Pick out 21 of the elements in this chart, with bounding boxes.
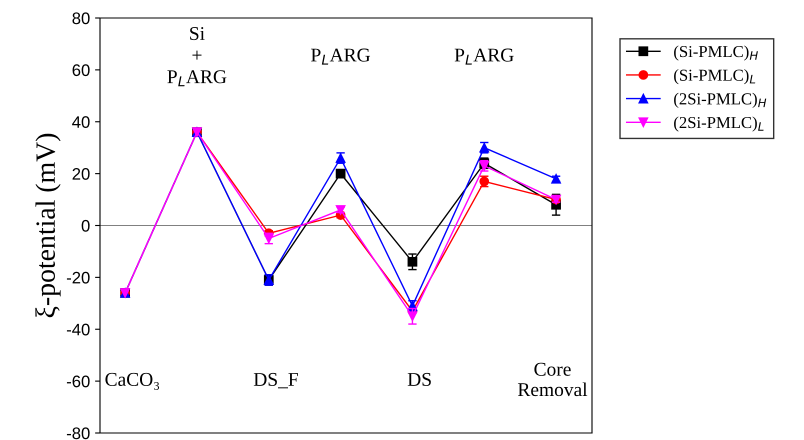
annotation: DS <box>408 372 431 386</box>
annotation: Core Removal <box>518 362 588 396</box>
y-tick-label: 20 <box>72 168 90 180</box>
y-axis-title: ξ-potential (mV) <box>35 134 61 318</box>
legend-label: (2Si-PMLC)$_{H}$ <box>674 92 766 108</box>
annotation: P$_{L}$ARG <box>311 48 370 65</box>
annotation: CaCO₃ <box>105 372 160 390</box>
y-tick-label: 80 <box>72 12 90 24</box>
y-tick-label: 40 <box>72 116 90 128</box>
y-tick-label: -20 <box>66 272 90 284</box>
annotation: P$_{L}$ARG <box>454 48 514 65</box>
y-tick-label: -60 <box>66 376 90 388</box>
legend-label: (2Si-PMLC)$_{L}$ <box>674 116 764 132</box>
annotation: DS_F <box>254 372 298 388</box>
legend-label: (Si-PMLC)$_{L}$ <box>674 69 756 84</box>
y-tick-label: -80 <box>66 427 90 440</box>
y-tick-label: 0 <box>82 220 90 232</box>
y-tick-label: 60 <box>72 64 90 76</box>
annotation: Si + P$_{L}$ARG <box>167 27 226 86</box>
legend-label: (Si-PMLC)$_{H}$ <box>674 45 758 61</box>
y-tick-label: -40 <box>66 324 90 336</box>
